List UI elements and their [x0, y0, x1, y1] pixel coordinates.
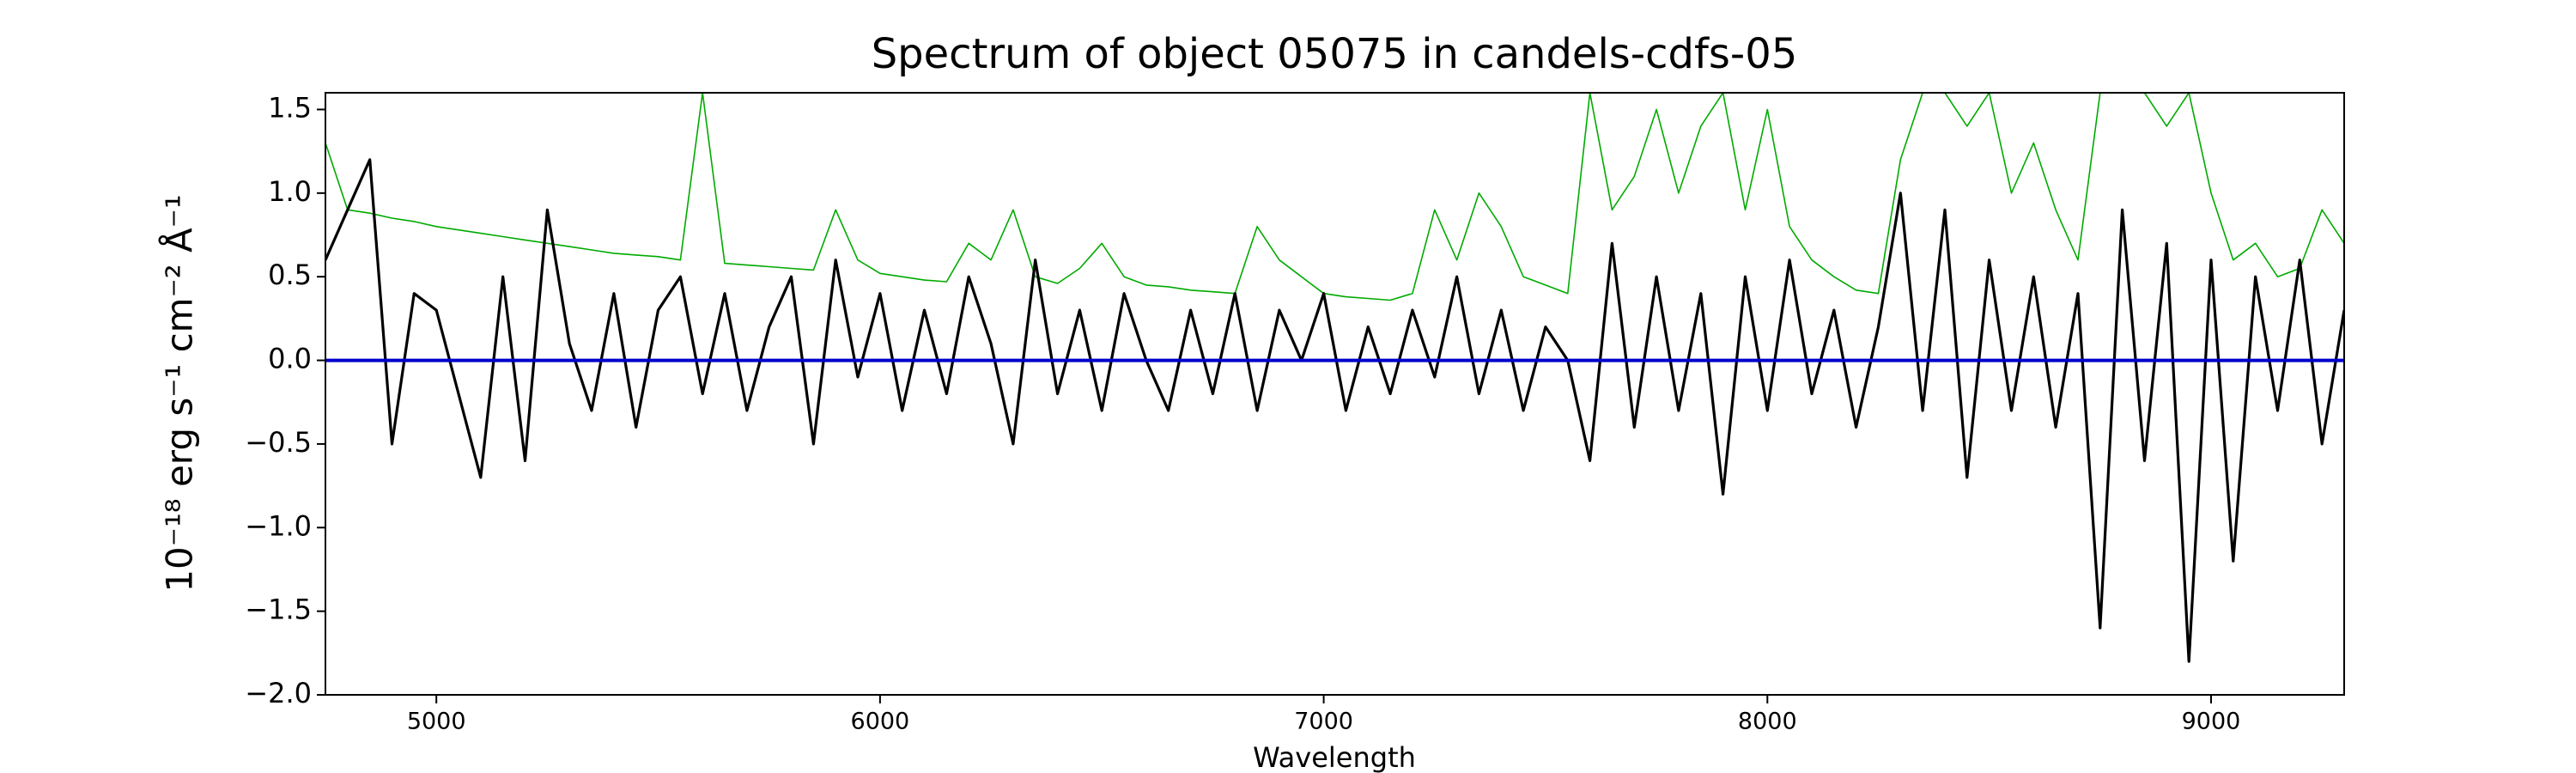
y-tick-label: 1.5: [268, 91, 312, 124]
x-tick-label: 7000: [1294, 709, 1353, 735]
y-tick-label: 0.5: [268, 259, 312, 291]
chart-title: Spectrum of object 05075 in candels-cdfs…: [872, 30, 1798, 78]
x-tick-label: 8000: [1738, 709, 1797, 735]
spectrum-line: [325, 93, 2344, 301]
y-tick-label: −1.5: [245, 593, 312, 626]
axes-frame: [325, 92, 2345, 696]
y-tick-label: −0.5: [245, 426, 312, 459]
y-tick-label: −1.0: [245, 509, 312, 542]
y-tick-label: 1.0: [268, 175, 312, 208]
y-axis-label: 10⁻¹⁸ erg s⁻¹ cm⁻² Å⁻¹: [158, 194, 201, 592]
plot-area: [325, 93, 2344, 663]
x-tick-label: 9000: [2182, 709, 2241, 735]
x-tick-label: 6000: [851, 709, 910, 735]
x-tick-label: 5000: [407, 709, 466, 735]
y-tick-label: 0.0: [268, 343, 312, 375]
y-tick-label: −2.0: [245, 677, 312, 709]
x-axis-label: Wavelength: [1253, 741, 1416, 773]
spectrum-line: [325, 158, 2344, 663]
